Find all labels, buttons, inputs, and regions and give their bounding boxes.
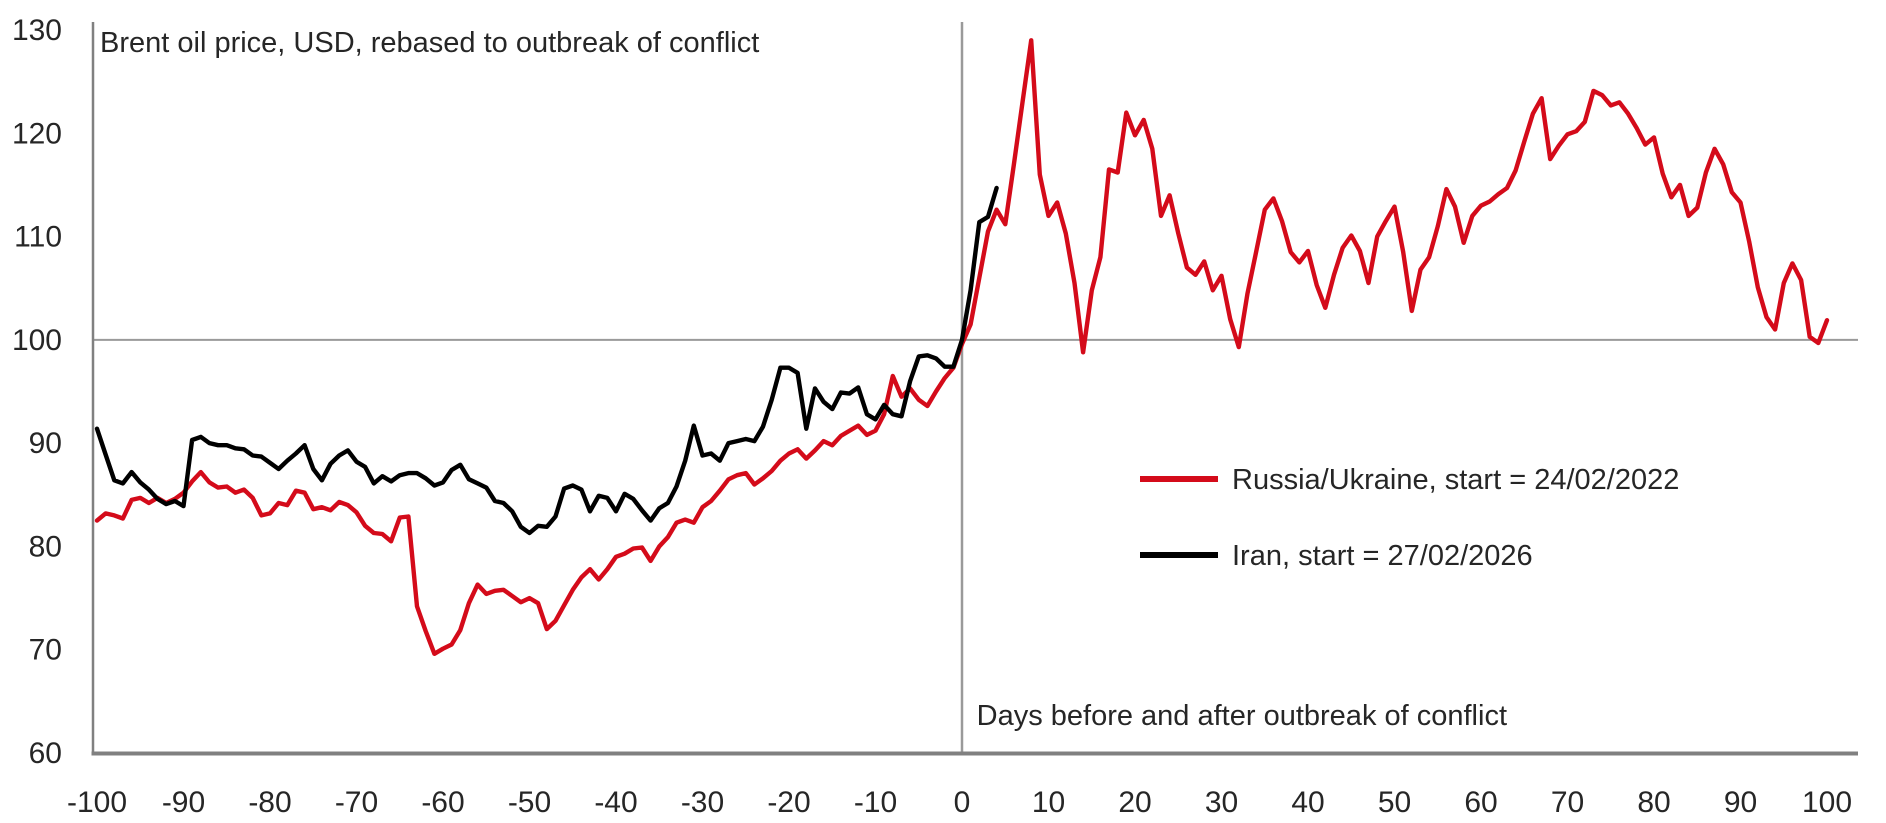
x-tick-label--40: -40 — [594, 786, 637, 819]
x-tick-label--30: -30 — [681, 786, 724, 819]
x-tick-label-30: 30 — [1205, 786, 1238, 819]
x-tick-label--70: -70 — [335, 786, 378, 819]
x-tick-label-50: 50 — [1378, 786, 1411, 819]
y-tick-label-130: 130 — [12, 14, 62, 47]
legend: Russia/Ukraine, start = 24/02/2022 Iran,… — [1140, 464, 1679, 572]
y-tick-label-60: 60 — [29, 737, 62, 770]
x-tick-label-100: 100 — [1802, 786, 1852, 819]
y-tick-label-90: 90 — [29, 427, 62, 460]
x-tick-label-70: 70 — [1551, 786, 1584, 819]
y-tick-label-110: 110 — [14, 221, 62, 254]
data-series-group — [94, 38, 1830, 656]
x-tick-label--60: -60 — [421, 786, 464, 819]
legend-item-iran: Iran, start = 27/02/2026 — [1140, 540, 1533, 572]
x-axis-tick-labels: -100 -90 -80 -70 -60 -50 -40 -30 -20 -10 0 10 20 30 40… — [67, 786, 1852, 819]
series-line-iran — [94, 185, 999, 536]
y-tick-label-120: 120 — [12, 117, 62, 150]
x-tick-label--10: -10 — [854, 786, 897, 819]
legend-label-russia-ukraine: Russia/Ukraine, start = 24/02/2022 — [1232, 464, 1679, 496]
x-tick-label-60: 60 — [1464, 786, 1497, 819]
legend-item-russia-ukraine: Russia/Ukraine, start = 24/02/2022 — [1140, 464, 1679, 496]
x-tick-label-40: 40 — [1291, 786, 1324, 819]
x-axis-title: Days before and after outbreak of confli… — [977, 700, 1507, 732]
x-tick-label--20: -20 — [767, 786, 810, 819]
y-tick-label-70: 70 — [29, 634, 62, 667]
x-tick-label--50: -50 — [508, 786, 551, 819]
x-tick-label--90: -90 — [162, 786, 205, 819]
legend-label-iran: Iran, start = 27/02/2026 — [1232, 540, 1533, 572]
x-tick-label-10: 10 — [1032, 786, 1065, 819]
y-tick-label-80: 80 — [29, 530, 62, 563]
x-tick-label-90: 90 — [1724, 786, 1757, 819]
chart-title: Brent oil price, USD, rebased to outbrea… — [100, 27, 759, 59]
x-tick-label--80: -80 — [248, 786, 291, 819]
x-tick-label--100: -100 — [67, 786, 127, 819]
x-tick-label-80: 80 — [1637, 786, 1670, 819]
x-tick-label-20: 20 — [1118, 786, 1151, 819]
y-axis-tick-labels: 60 70 80 90 100 110 120 130 — [12, 14, 62, 770]
y-tick-label-100: 100 — [12, 324, 62, 357]
x-tick-label-0: 0 — [954, 786, 971, 819]
